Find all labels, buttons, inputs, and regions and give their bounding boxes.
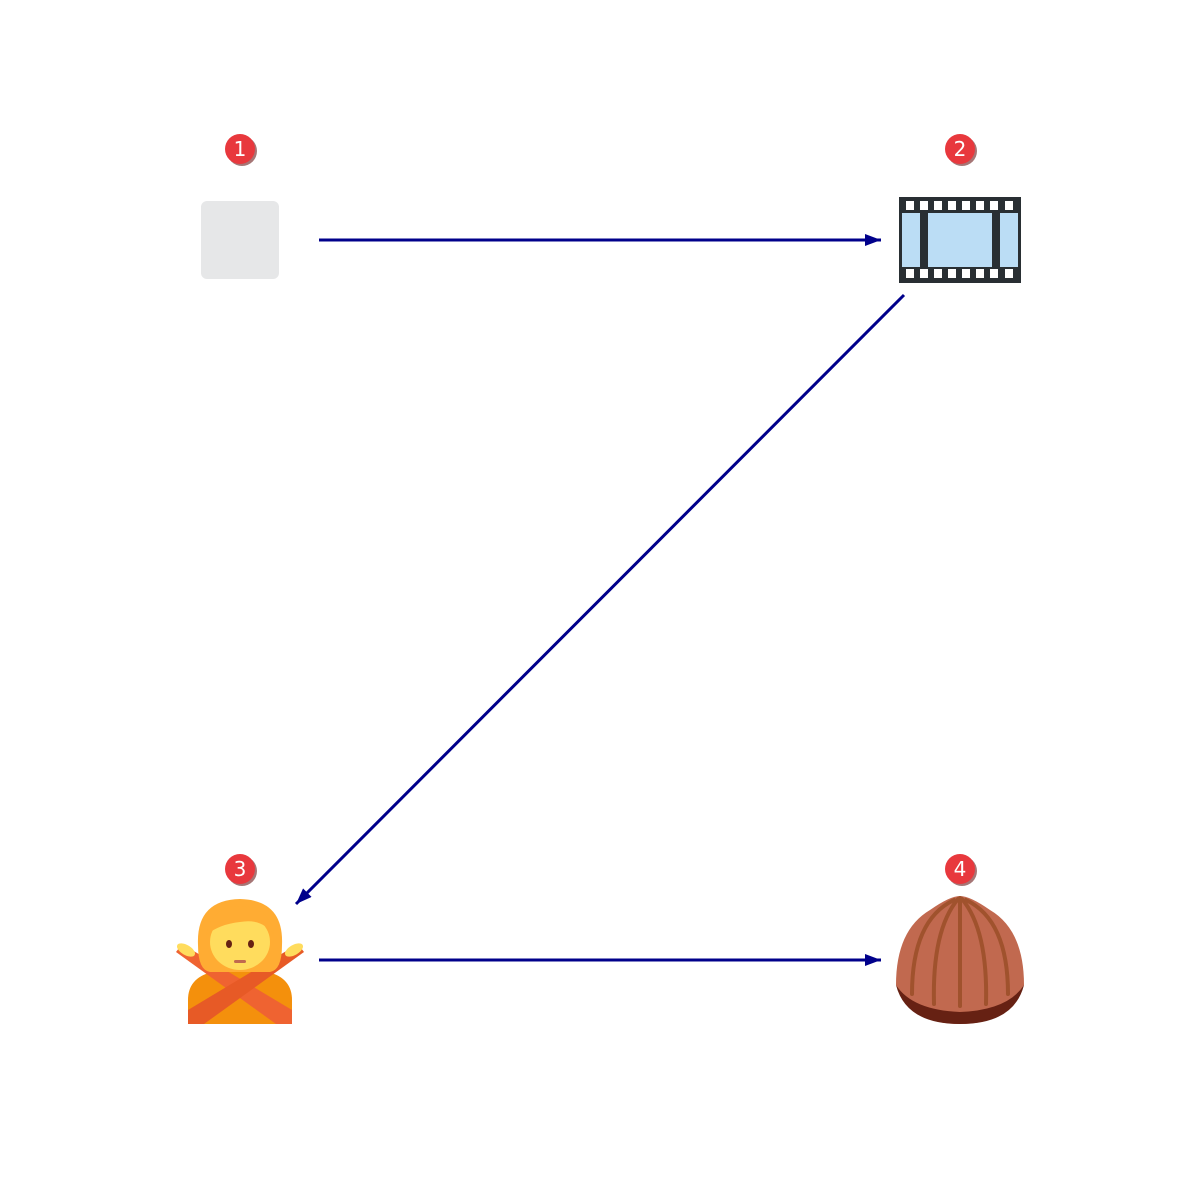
film-frames-icon (899, 197, 1021, 283)
badges: 1 2 3 4 (225, 134, 977, 886)
badge-4: 4 (945, 854, 977, 886)
badge-3: 3 (225, 854, 257, 886)
edge-2-to-3 (294, 293, 906, 906)
node-2 (899, 197, 1021, 283)
blank-tile-icon (201, 201, 279, 279)
node-1 (201, 201, 279, 279)
node-4 (896, 896, 1024, 1024)
edges (294, 234, 906, 966)
chestnut-icon (896, 896, 1024, 1024)
badge-4-label: 4 (954, 857, 967, 881)
badge-1: 1 (225, 134, 257, 166)
node-3 (176, 899, 304, 1024)
badge-1-label: 1 (234, 137, 247, 161)
badge-2-label: 2 (954, 137, 967, 161)
person-gesturing-no-icon (176, 899, 304, 1024)
badge-2: 2 (945, 134, 977, 166)
badge-3-label: 3 (234, 857, 247, 881)
